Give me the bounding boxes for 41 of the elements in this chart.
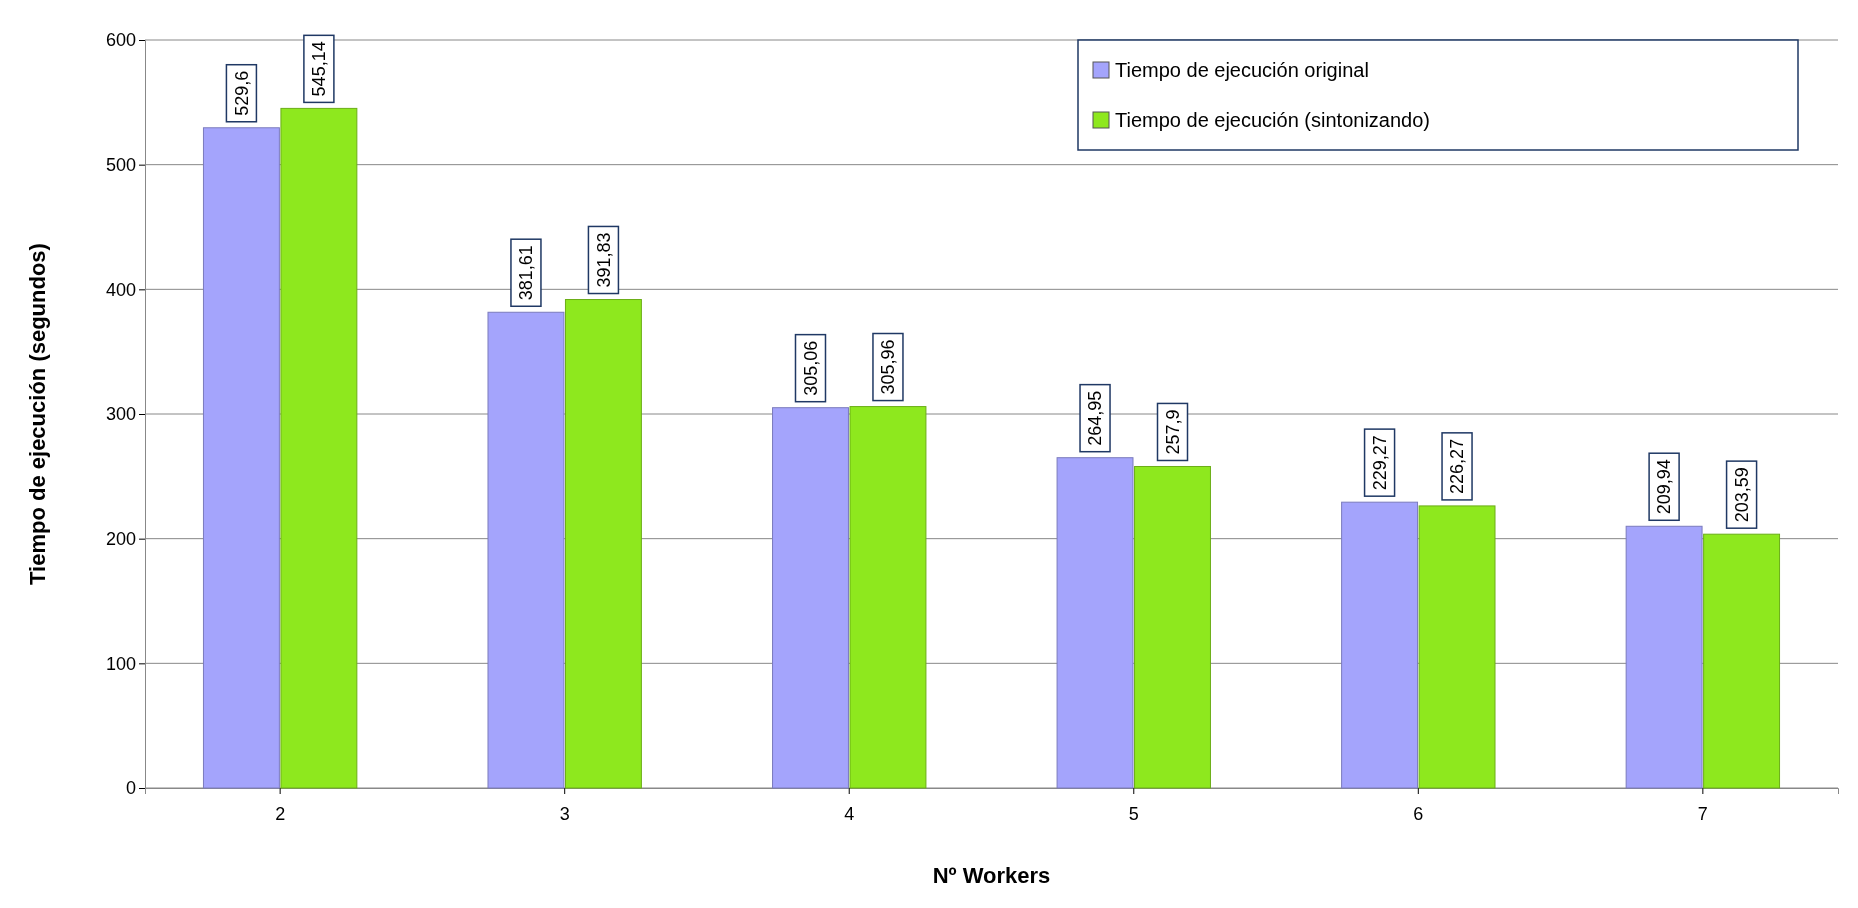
bar: [1134, 465, 1211, 789]
x-tick-label: 4: [844, 804, 855, 825]
bar: [1703, 533, 1781, 789]
x-tick-label: 5: [1128, 804, 1139, 825]
y-tick-label: 200: [105, 528, 136, 549]
data-label: 381,61: [516, 245, 537, 301]
data-label: 264,95: [1085, 390, 1106, 446]
bar: [1625, 525, 1703, 789]
data-label: 391,83: [593, 232, 614, 288]
data-label: 229,27: [1369, 435, 1390, 491]
data-label: 209,94: [1654, 459, 1675, 515]
y-tick-label: 100: [105, 653, 136, 674]
legend-label: Tiempo de ejecución original: [1115, 59, 1369, 81]
data-label: 305,06: [800, 340, 821, 396]
x-tick-label: 6: [1413, 804, 1424, 825]
y-tick-label: 600: [105, 30, 136, 51]
y-tick-label: 0: [125, 778, 136, 799]
bar: [280, 107, 358, 789]
bar: [1418, 505, 1496, 789]
x-axis-title: Nº Workers: [932, 863, 1051, 888]
y-axis-title: Tiempo de ejecución (segundos): [25, 243, 50, 585]
bar: [487, 311, 565, 789]
x-tick-label: 3: [559, 804, 570, 825]
x-tick-label: 2: [275, 804, 286, 825]
y-tick-label: 300: [105, 404, 136, 425]
bar: [202, 127, 280, 789]
bar: [1341, 501, 1419, 789]
bar: [564, 299, 642, 789]
bar: [1056, 457, 1134, 789]
data-label: 226,27: [1447, 438, 1468, 494]
bar: [849, 406, 927, 789]
x-tick-label: 7: [1697, 804, 1708, 825]
legend-label: Tiempo de ejecución (sintonizando): [1115, 109, 1430, 131]
data-label: 257,9: [1162, 409, 1183, 455]
y-tick-label: 500: [105, 154, 136, 175]
data-label: 305,96: [878, 339, 899, 395]
y-tick-label: 400: [105, 279, 136, 300]
data-label: 529,6: [231, 70, 252, 116]
bar: [772, 407, 849, 789]
data-label: 545,14: [309, 41, 330, 97]
data-label: 203,59: [1731, 467, 1752, 523]
